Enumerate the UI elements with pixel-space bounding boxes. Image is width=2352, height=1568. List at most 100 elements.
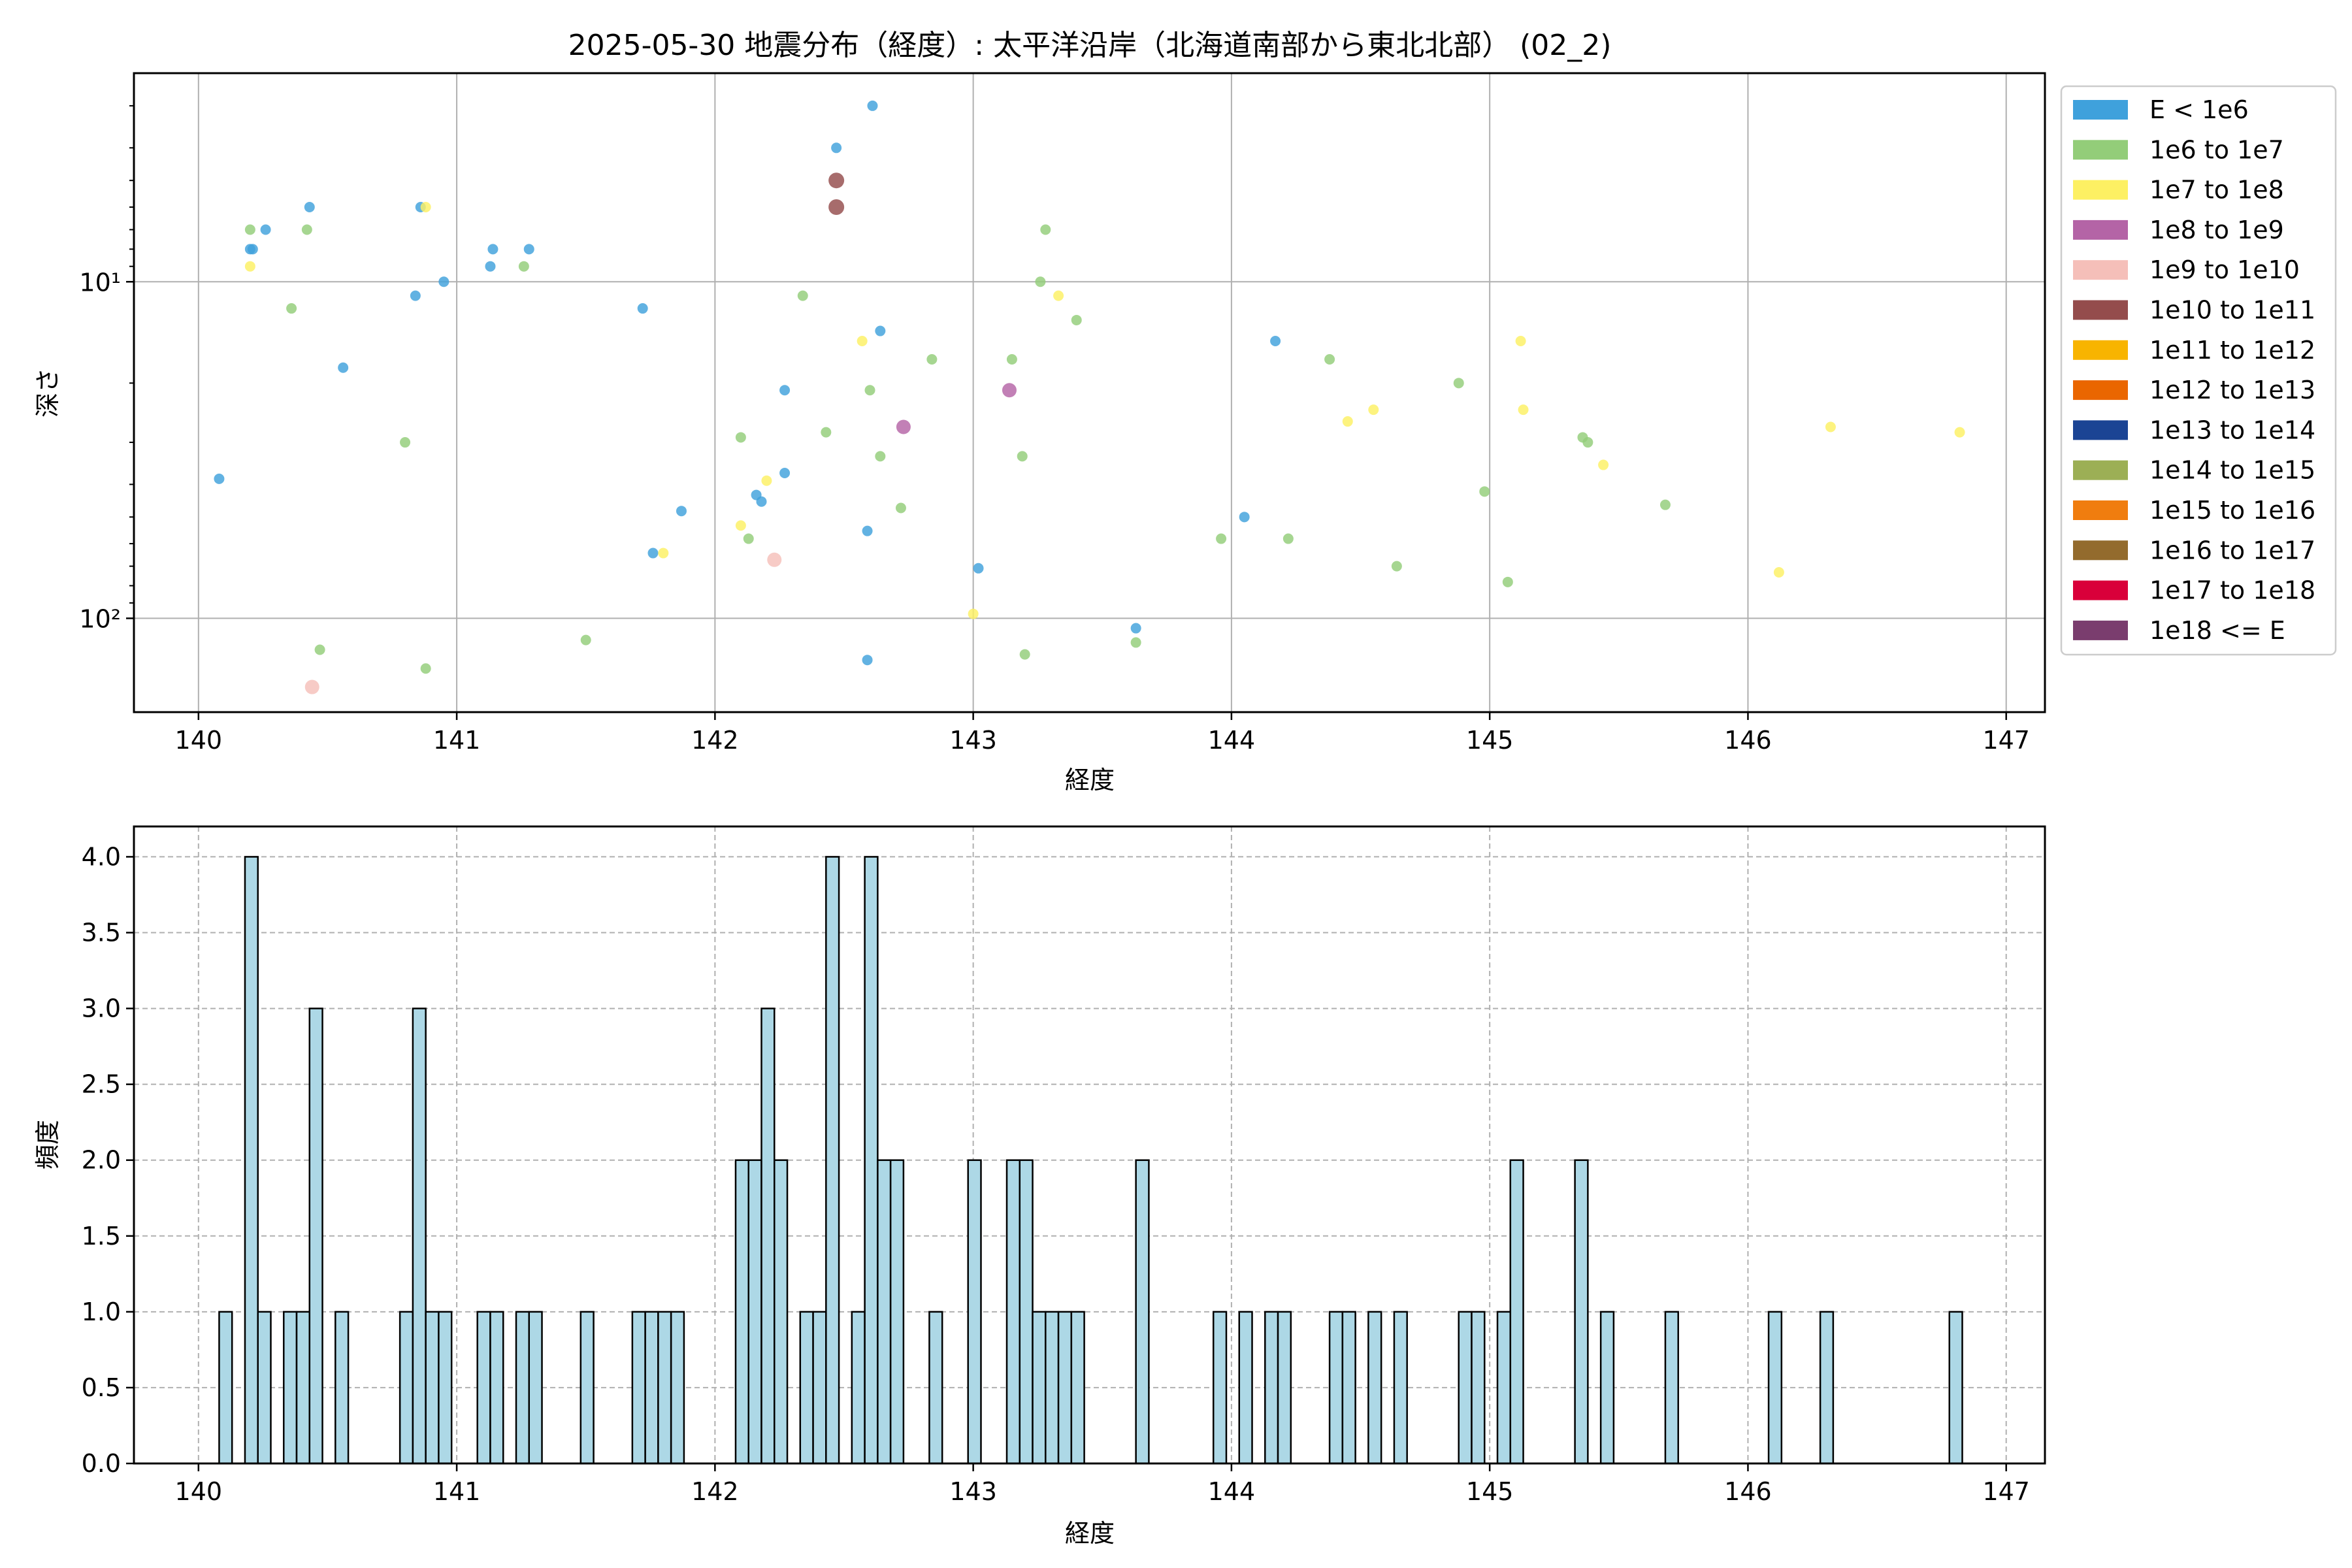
histogram-bar bbox=[1664, 1311, 1679, 1465]
scatter-chart: 2025-05-30 地震分布（経度）: 太平洋沿岸（北海道南部から東北北部） … bbox=[33, 29, 2337, 794]
scatter-point bbox=[857, 335, 868, 346]
histogram-bar bbox=[580, 1311, 595, 1465]
histogram-bar bbox=[1471, 1311, 1486, 1465]
scatter-y-axis-label: 深さ bbox=[33, 368, 62, 417]
scatter-point bbox=[1270, 335, 1281, 346]
histogram-x-axis-label: 経度 bbox=[1065, 1519, 1115, 1548]
scatter-x-axis-label: 経度 bbox=[1065, 766, 1115, 794]
histogram-bar bbox=[1496, 1311, 1512, 1465]
histogram-bar bbox=[244, 856, 259, 1465]
histogram-y-tick-label: 3.5 bbox=[82, 919, 121, 947]
legend-label: 1e18 <= E bbox=[2149, 616, 2285, 645]
legend-label: 1e7 to 1e8 bbox=[2149, 176, 2284, 204]
histogram-bar bbox=[335, 1311, 350, 1465]
legend-label: 1e17 to 1e18 bbox=[2149, 576, 2315, 605]
scatter-points bbox=[214, 100, 1965, 694]
legend-swatch bbox=[2073, 540, 2128, 561]
scatter-point bbox=[1324, 353, 1335, 365]
histogram-bar bbox=[734, 1159, 749, 1465]
scatter-point bbox=[1040, 224, 1051, 235]
scatter-point bbox=[1391, 561, 1402, 572]
legend-swatch bbox=[2073, 500, 2128, 520]
scatter-x-tick-label: 141 bbox=[433, 726, 481, 755]
scatter-point bbox=[314, 644, 325, 655]
scatter-point bbox=[1773, 566, 1784, 578]
scatter-x-tick-label: 146 bbox=[1724, 726, 1772, 755]
scatter-point bbox=[1035, 276, 1046, 287]
histogram-y-tick-label: 2.0 bbox=[82, 1146, 121, 1175]
histogram-bar bbox=[1045, 1311, 1060, 1465]
scatter-point bbox=[518, 261, 529, 272]
scatter-point bbox=[420, 663, 431, 674]
scatter-point bbox=[797, 290, 808, 301]
legend-swatch bbox=[2073, 260, 2128, 280]
legend-swatch bbox=[2073, 380, 2128, 400]
scatter-point bbox=[487, 244, 498, 255]
scatter-point bbox=[968, 608, 979, 619]
legend-label: 1e9 to 1e10 bbox=[2149, 255, 2300, 284]
histogram-x-tick-label: 144 bbox=[1208, 1477, 1256, 1506]
histogram-bar bbox=[657, 1311, 672, 1465]
histogram-y-tick-label: 3.0 bbox=[82, 994, 121, 1023]
legend-label: 1e16 to 1e17 bbox=[2149, 536, 2315, 564]
histogram-bar bbox=[1070, 1311, 1085, 1465]
scatter-point bbox=[862, 525, 873, 536]
histogram-y-tick-label: 1.0 bbox=[82, 1298, 121, 1326]
histogram-x-tick-label: 140 bbox=[175, 1477, 223, 1506]
histogram-bar bbox=[257, 1311, 272, 1465]
scatter-point bbox=[828, 172, 845, 189]
scatter-point bbox=[779, 467, 791, 478]
histogram-bar bbox=[1509, 1159, 1524, 1465]
scatter-point bbox=[485, 261, 496, 272]
scatter-point bbox=[828, 199, 845, 215]
scatter-point bbox=[862, 655, 873, 666]
scatter-point bbox=[1582, 437, 1593, 448]
scatter-point bbox=[779, 385, 791, 396]
histogram-bar bbox=[1819, 1311, 1835, 1465]
histogram-y-tick-label: 2.5 bbox=[82, 1070, 121, 1099]
histogram-bar bbox=[644, 1311, 659, 1465]
histogram-x-tick-label: 142 bbox=[691, 1477, 739, 1506]
scatter-point bbox=[735, 520, 746, 531]
scatter-point bbox=[896, 419, 911, 434]
scatter-point bbox=[1130, 637, 1141, 648]
histogram-axis-ticks: 140 141 142 143 144 145 146 147 0.0 0.5 1.0 1.5 2.0 2… bbox=[82, 842, 2030, 1506]
scatter-point bbox=[1598, 459, 1609, 470]
histogram-bar bbox=[1057, 1311, 1073, 1465]
scatter-point bbox=[286, 303, 297, 314]
legend-label: 1e12 to 1e13 bbox=[2149, 376, 2315, 404]
legend-swatch bbox=[2073, 300, 2128, 320]
scatter-point bbox=[867, 100, 878, 111]
scatter-point bbox=[1017, 451, 1028, 462]
scatter-grid bbox=[134, 73, 2045, 712]
histogram-bar bbox=[1032, 1311, 1047, 1465]
histogram-x-tick-label: 141 bbox=[433, 1477, 481, 1506]
scatter-point bbox=[247, 244, 258, 255]
histogram-plot-area bbox=[133, 825, 2046, 1465]
scatter-point bbox=[756, 496, 767, 507]
scatter-point bbox=[926, 353, 938, 365]
legend-swatch bbox=[2073, 460, 2128, 480]
legend-box bbox=[2060, 85, 2337, 656]
scatter-point bbox=[1659, 499, 1671, 510]
histogram-y-tick-label: 0.0 bbox=[82, 1449, 121, 1478]
chart-title: 2025-05-30 地震分布（経度）: 太平洋沿岸（北海道南部から東北北部） … bbox=[568, 29, 1612, 62]
histogram-bar bbox=[438, 1311, 453, 1465]
histogram-bar bbox=[1458, 1311, 1473, 1465]
histogram-bar bbox=[1005, 1159, 1021, 1465]
histogram-bar bbox=[1277, 1311, 1292, 1465]
legend-swatch bbox=[2073, 420, 2128, 440]
histogram-bar bbox=[1212, 1311, 1228, 1465]
histogram-bar bbox=[928, 1311, 943, 1465]
legend-label: 1e11 to 1e12 bbox=[2149, 336, 2315, 365]
scatter-point bbox=[1006, 353, 1017, 365]
histogram-bar bbox=[670, 1311, 685, 1465]
scatter-point bbox=[1239, 512, 1250, 523]
legend-swatch bbox=[2073, 340, 2128, 360]
histogram-bar bbox=[889, 1159, 905, 1465]
scatter-point bbox=[304, 201, 315, 212]
histogram-bar bbox=[1264, 1311, 1279, 1465]
scatter-point bbox=[1825, 421, 1836, 433]
histogram-bar bbox=[295, 1311, 311, 1465]
